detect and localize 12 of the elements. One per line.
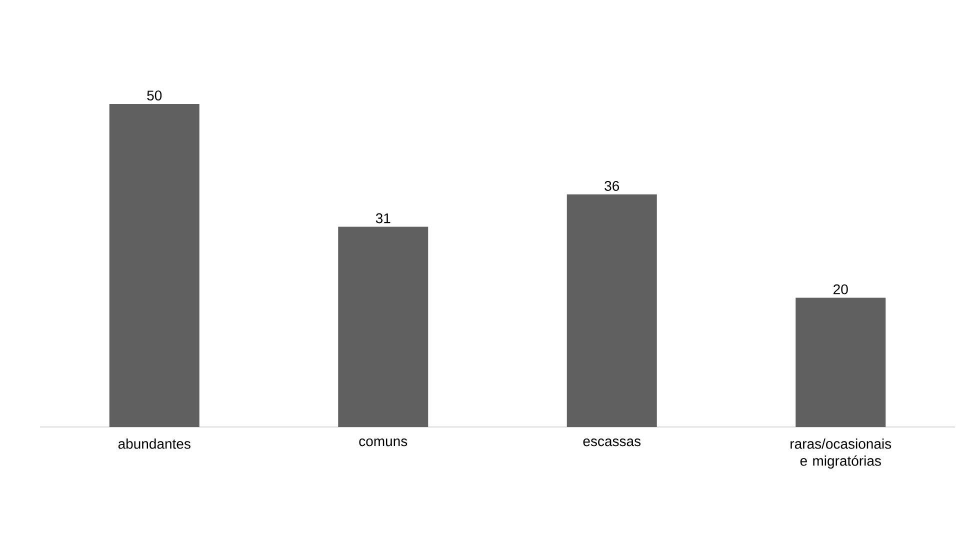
x-tick-label: comuns [359,438,408,446]
x-tick-label: abundantes [118,438,190,449]
bar [566,194,657,427]
data-label: 50 [147,90,162,100]
bar [338,226,428,427]
data-label: 20 [834,284,848,294]
data-label: 31 [376,213,390,224]
data-label: 36 [604,180,620,191]
x-tick-label: escassas [583,438,641,446]
x-tick-label: raras/ocasionais e migratórias [790,438,892,469]
bar [109,104,200,427]
bar [796,298,886,427]
